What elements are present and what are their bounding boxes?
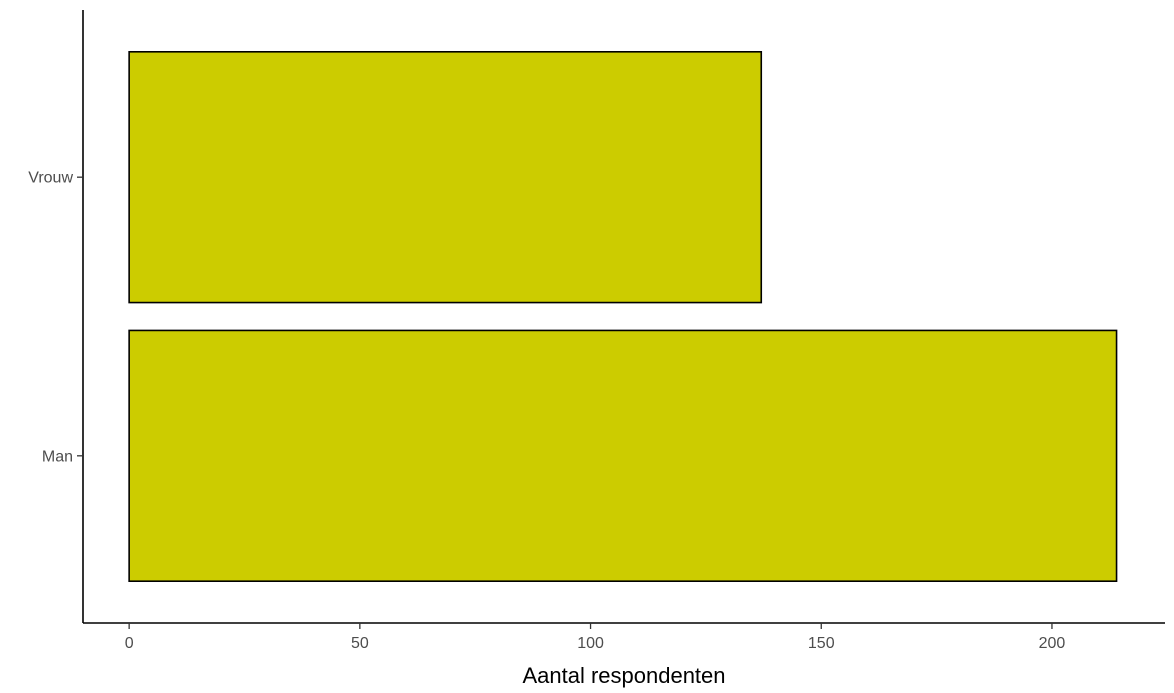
x-axis: 0 50 100 150 200 — [83, 622, 1165, 652]
bars-group — [128, 50, 1118, 583]
y-axis: Man Vrouw — [28, 10, 84, 623]
y-tick-label: Man — [42, 448, 73, 465]
x-axis-title: Aantal respondenten — [522, 663, 725, 688]
x-tick-label: 150 — [808, 635, 835, 652]
y-tick-label: Vrouw — [28, 170, 73, 187]
x-tick-label: 200 — [1039, 635, 1066, 652]
bar-man — [128, 329, 1118, 583]
bar-vrouw — [128, 50, 763, 304]
x-tick-label: 50 — [351, 635, 369, 652]
x-tick-label: 0 — [125, 635, 134, 652]
x-tick-label: 100 — [577, 635, 604, 652]
